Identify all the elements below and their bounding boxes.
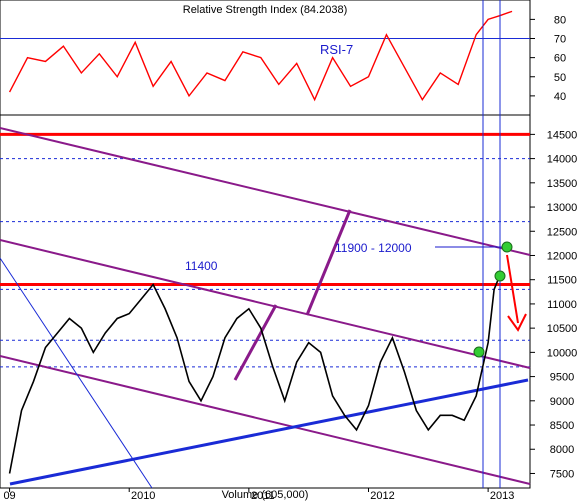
price-tick-label: 10500 — [547, 323, 578, 335]
price-tick-label: 10000 — [547, 347, 578, 359]
x-tick-label: 09 — [3, 490, 15, 502]
rsi-series-label: RSI-7 — [320, 42, 353, 57]
price-tick-label: 11000 — [547, 299, 577, 311]
label-11400: 11400 — [185, 259, 218, 273]
price-tick-label: 13500 — [547, 178, 578, 190]
channel-lines — [0, 127, 531, 485]
channel-connector-1 — [233, 304, 278, 381]
price-tick-label: 14000 — [547, 154, 578, 166]
price-tick-label: 8500 — [550, 420, 574, 432]
marker-breakout — [473, 346, 485, 358]
price-tick-label: 8000 — [550, 444, 574, 456]
x-tick-label: 2010 — [131, 490, 155, 502]
rsi-tick-label: 70 — [554, 34, 566, 46]
volume-label: Volume (605,000) — [222, 489, 309, 501]
down-arrow-shaft — [506, 254, 519, 324]
rsi-tick-label: 40 — [554, 91, 566, 103]
price-tick-label: 13000 — [547, 202, 578, 214]
price-frame — [0, 114, 531, 489]
middle-channel-line — [0, 239, 531, 369]
rsi-y-axis: 40 50 60 70 80 — [530, 14, 566, 103]
down-arrow — [506, 254, 527, 332]
rsi-tick-label: 50 — [554, 72, 566, 84]
price-tick-label: 12000 — [547, 250, 578, 262]
rsi-frame — [0, 0, 531, 116]
down-arrow-head — [507, 313, 527, 332]
marker-12000 — [501, 241, 513, 253]
dashed-levels — [0, 158, 530, 368]
price-tick-label: 7500 — [550, 468, 574, 480]
lower-channel-line — [0, 355, 531, 485]
rsi-reference-lines — [0, 38, 530, 116]
label-target-range: 11900 - 12000 — [335, 241, 412, 255]
price-tick-label: 9000 — [550, 396, 574, 408]
x-tick-label: 2012 — [370, 490, 394, 502]
upper-channel-line — [0, 127, 531, 256]
rsi-title: Relative Strength Index (84.2038) — [183, 4, 348, 16]
rsi-tick-label: 80 — [554, 14, 566, 26]
channel-connector-2 — [305, 209, 352, 316]
rsi-tick-label: 60 — [554, 53, 566, 65]
marker-11400 — [494, 270, 506, 282]
price-tick-label: 12500 — [547, 226, 578, 238]
resistance-lines — [0, 132, 530, 287]
price-y-axis: 7500 8000 8500 9000 9500 10000 10500 11000 11500… — [530, 129, 577, 480]
price-tick-label: 14500 — [547, 129, 578, 141]
x-axis: 09 2010 2011 2012 2013 — [3, 488, 514, 502]
thin-downtrend-line — [0, 257, 153, 489]
x-tick-label: 2011 — [251, 490, 275, 502]
support-trendline — [9, 378, 529, 486]
price-line — [8, 274, 501, 474]
rsi-panel: Relative Strength Index (84.2038) RSI-7 … — [0, 0, 566, 116]
price-tick-label: 9500 — [550, 372, 574, 384]
price-tick-label: 11500 — [547, 275, 577, 287]
x-tick-label: 2013 — [490, 490, 514, 502]
rsi-line — [8, 10, 513, 102]
